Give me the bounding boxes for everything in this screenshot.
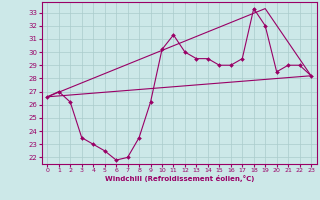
X-axis label: Windchill (Refroidissement éolien,°C): Windchill (Refroidissement éolien,°C) — [105, 175, 254, 182]
